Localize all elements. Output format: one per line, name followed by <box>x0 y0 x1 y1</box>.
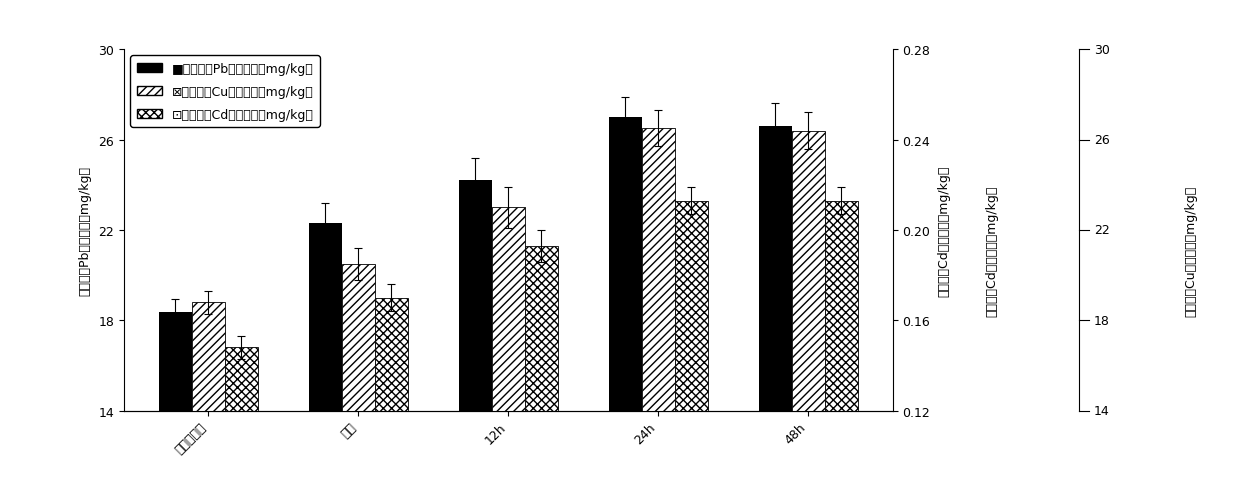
Bar <box>675 201 708 501</box>
Bar <box>792 131 825 501</box>
Legend: ■叶片钓（Pb）富集量（mg/kg）, ⊠叶片铜（Cu）富集量（mg/kg）, ⊡叶片镌（Cd）富集量（mg/kg）: ■叶片钓（Pb）富集量（mg/kg）, ⊠叶片铜（Cu）富集量（mg/kg）, … <box>130 56 320 128</box>
Bar <box>309 223 342 501</box>
Y-axis label: 叶片钓（Pb）富集量（mg/kg）: 叶片钓（Pb）富集量（mg/kg） <box>78 166 92 295</box>
Bar <box>609 118 642 501</box>
Text: 26: 26 <box>1094 134 1110 147</box>
Bar <box>342 265 374 501</box>
Bar <box>759 127 792 501</box>
Text: 叶片镌（Cd）富集量（mg/kg）: 叶片镌（Cd）富集量（mg/kg） <box>986 185 998 316</box>
Bar <box>159 313 192 501</box>
Bar <box>525 246 558 501</box>
Bar <box>825 201 858 501</box>
Text: 18: 18 <box>1094 314 1110 327</box>
Bar <box>459 181 492 501</box>
Bar <box>192 303 224 501</box>
Text: 22: 22 <box>1094 224 1110 237</box>
Y-axis label: 叶片镌（Cd）富集量（mg/kg）: 叶片镌（Cd）富集量（mg/kg） <box>937 165 950 296</box>
Text: 叶片铜（Cu）富集量（mg/kg）: 叶片铜（Cu）富集量（mg/kg） <box>1184 185 1197 316</box>
Text: 30: 30 <box>1094 44 1110 57</box>
Bar <box>224 348 258 501</box>
Bar <box>492 208 525 501</box>
Bar <box>642 129 675 501</box>
Bar <box>374 298 408 501</box>
Text: 14: 14 <box>1094 404 1110 417</box>
